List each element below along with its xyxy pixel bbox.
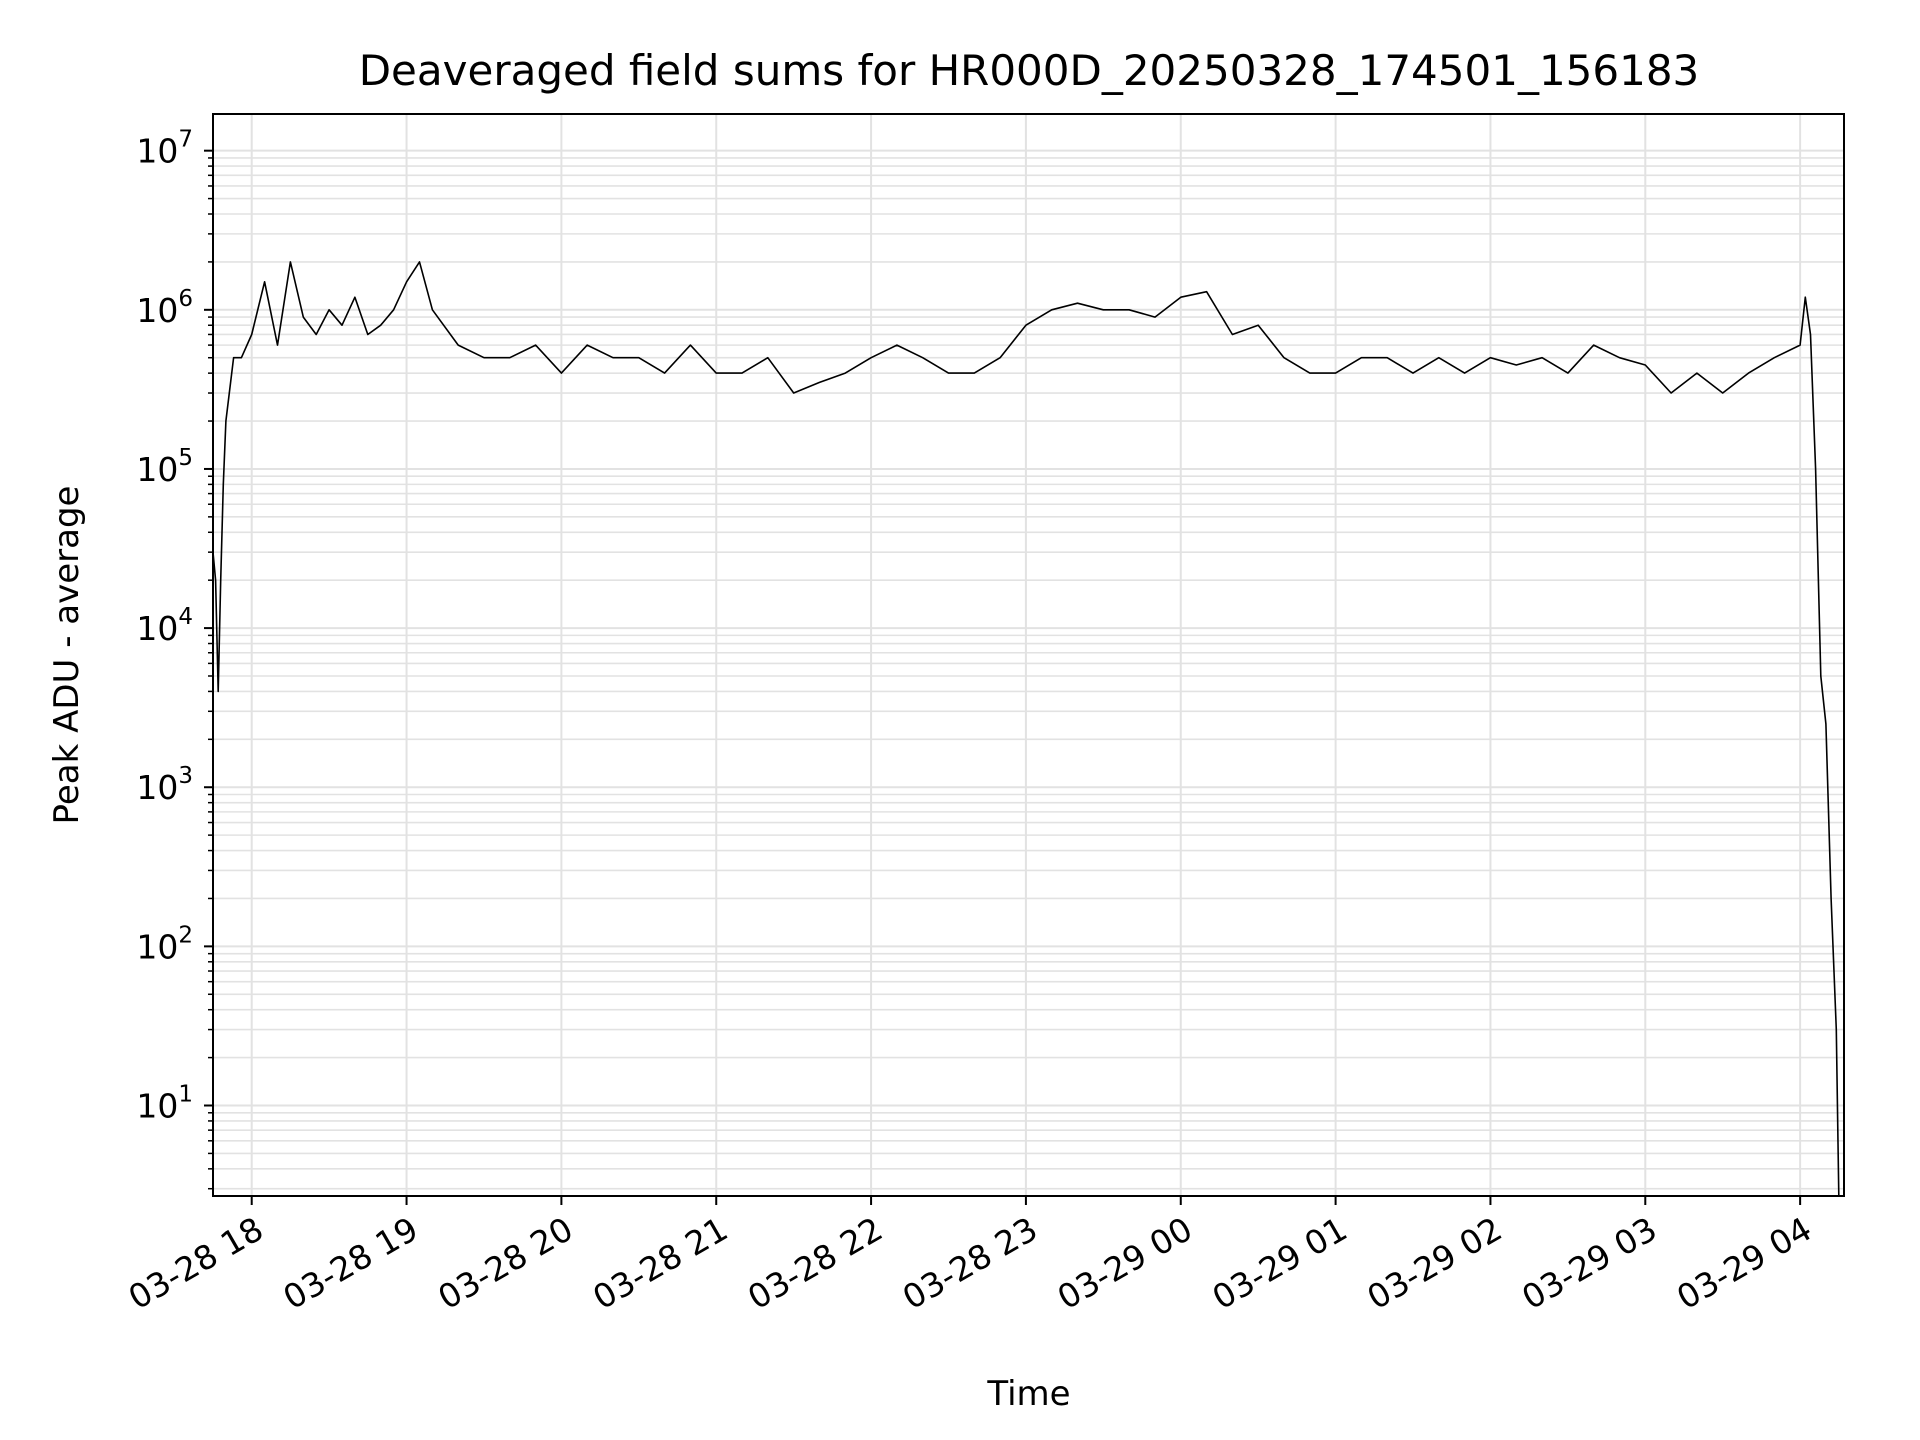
y-tick-label: 107 — [136, 127, 193, 171]
y-tick-label: 101 — [136, 1082, 193, 1126]
plot-frame — [212, 113, 1845, 1197]
y-axis-label: Peak ADU - average — [47, 486, 87, 825]
grid — [213, 114, 1844, 1196]
y-tick-label: 103 — [136, 763, 193, 807]
series-line — [212, 261, 1840, 1197]
series-layer — [212, 261, 1840, 1197]
y-tick-label: 102 — [136, 922, 193, 966]
y-tick-label: 104 — [136, 604, 193, 648]
y-tick-label: 105 — [136, 445, 193, 489]
y-tick-label: 106 — [136, 286, 193, 330]
x-axis-label: Time — [986, 1374, 1070, 1414]
chart-title: Deaveraged field sums for HR000D_2025032… — [359, 46, 1700, 95]
